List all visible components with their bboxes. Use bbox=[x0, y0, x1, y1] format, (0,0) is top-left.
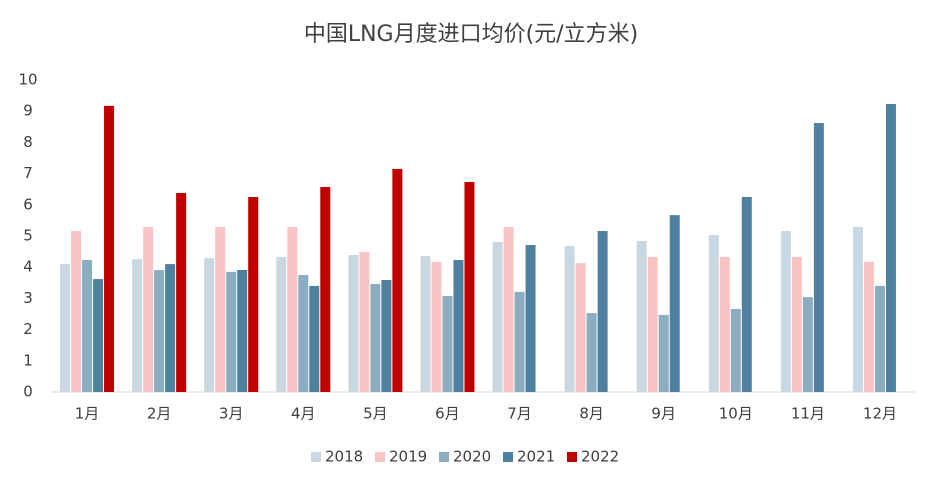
x-tick-label: 10月 bbox=[719, 405, 753, 423]
bar bbox=[370, 284, 381, 392]
x-tick-label: 1月 bbox=[75, 405, 100, 423]
bar bbox=[93, 279, 104, 392]
y-tick-label: 8 bbox=[23, 133, 33, 151]
y-tick-label: 1 bbox=[23, 351, 33, 369]
bar bbox=[586, 313, 597, 392]
y-tick-label: 10 bbox=[18, 71, 37, 89]
y-tick-label: 5 bbox=[23, 227, 33, 245]
x-tick-label: 6月 bbox=[435, 405, 460, 423]
chart-title: 中国LNG月度进口均价(元/立方米) bbox=[304, 22, 638, 47]
y-tick-label: 3 bbox=[23, 289, 33, 307]
bar bbox=[741, 197, 752, 392]
bar bbox=[82, 260, 93, 392]
legend-swatch bbox=[375, 452, 385, 462]
bar bbox=[176, 192, 187, 392]
bar bbox=[104, 105, 115, 393]
x-tick-label: 3月 bbox=[219, 405, 244, 423]
bar bbox=[237, 270, 248, 392]
bar bbox=[359, 251, 370, 392]
bar bbox=[564, 245, 575, 392]
y-tick-label: 7 bbox=[23, 164, 33, 182]
legend-label: 2020 bbox=[453, 448, 491, 466]
bar bbox=[248, 197, 259, 392]
bar bbox=[874, 285, 885, 392]
bar bbox=[420, 255, 431, 392]
bar bbox=[165, 264, 176, 392]
bar bbox=[852, 226, 863, 392]
x-tick-label: 4月 bbox=[291, 405, 316, 423]
bar bbox=[431, 261, 442, 392]
bar bbox=[71, 231, 82, 392]
x-tick-label: 8月 bbox=[579, 405, 604, 423]
bar bbox=[813, 123, 824, 392]
legend-label: 2018 bbox=[325, 448, 363, 466]
bar bbox=[226, 271, 237, 392]
bar bbox=[298, 275, 309, 392]
y-tick-label: 6 bbox=[23, 195, 33, 213]
legend-label: 2022 bbox=[581, 448, 619, 466]
bar bbox=[708, 235, 719, 392]
x-tick-label: 12月 bbox=[863, 405, 897, 423]
bar bbox=[154, 270, 165, 392]
bar bbox=[215, 226, 226, 392]
bar bbox=[320, 187, 331, 392]
y-tick-label: 4 bbox=[23, 258, 33, 276]
bar bbox=[276, 256, 287, 392]
bar bbox=[503, 226, 514, 392]
x-tick-label: 7月 bbox=[507, 405, 532, 423]
bar bbox=[863, 261, 874, 392]
x-tick-label: 2月 bbox=[147, 405, 172, 423]
legend-label: 2021 bbox=[517, 448, 555, 466]
bar bbox=[636, 240, 647, 392]
x-tick-label: 11月 bbox=[791, 405, 825, 423]
bar bbox=[464, 182, 475, 392]
bar bbox=[669, 215, 680, 392]
y-tick-label: 2 bbox=[23, 320, 33, 338]
bar bbox=[730, 309, 741, 392]
y-tick-label: 0 bbox=[23, 383, 33, 401]
legend-swatch bbox=[503, 452, 513, 462]
bar bbox=[309, 285, 320, 392]
x-tick-label: 5月 bbox=[363, 405, 388, 423]
y-tick-label: 9 bbox=[23, 102, 33, 120]
legend-swatch bbox=[311, 452, 321, 462]
bar bbox=[525, 245, 536, 392]
bar bbox=[453, 260, 464, 392]
bar bbox=[791, 256, 802, 392]
bar bbox=[392, 168, 403, 392]
bar bbox=[143, 226, 154, 392]
x-tick-label: 9月 bbox=[651, 405, 676, 423]
bar bbox=[442, 295, 453, 392]
bar bbox=[719, 256, 730, 392]
legend-label: 2019 bbox=[389, 448, 427, 466]
bar bbox=[575, 263, 586, 392]
bar bbox=[597, 231, 608, 392]
bar bbox=[885, 104, 896, 393]
bar bbox=[647, 256, 658, 392]
bar bbox=[348, 255, 359, 392]
bar bbox=[802, 297, 813, 392]
legend-swatch bbox=[439, 452, 449, 462]
bar bbox=[287, 226, 298, 392]
bar bbox=[204, 258, 215, 392]
bar bbox=[780, 231, 791, 392]
bar bbox=[132, 259, 143, 392]
bar bbox=[381, 279, 392, 392]
bar bbox=[492, 241, 503, 392]
bar bbox=[60, 264, 71, 392]
bar bbox=[658, 314, 669, 392]
legend-swatch bbox=[567, 452, 577, 462]
bar bbox=[514, 291, 525, 392]
